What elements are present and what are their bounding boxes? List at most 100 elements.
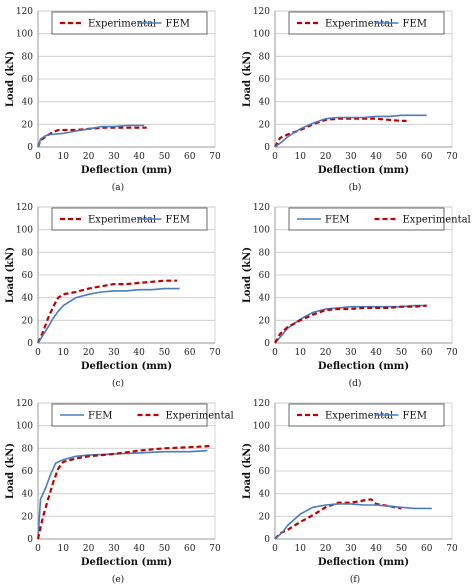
x-tick-label: 40 xyxy=(133,152,145,162)
x-tick-label: 20 xyxy=(320,544,332,554)
chart-panel-f: 0 20 40 60 80 100 120 0 10 20 30 40 50 60 70 Deflection… xyxy=(237,392,474,588)
chart-svg: 0 20 40 60 80 100 120 0 10 20 30 40 50 60 70 Deflection… xyxy=(5,7,221,193)
series-line-experimental xyxy=(274,498,402,540)
legend-label: FEM xyxy=(403,411,427,422)
series-line-experimental xyxy=(274,117,407,148)
x-axis-title: Deflection (mm) xyxy=(318,165,409,176)
x-tick-label: 0 xyxy=(272,544,278,554)
x-tick-label: 0 xyxy=(272,348,278,358)
x-tick-label: 60 xyxy=(184,544,196,554)
y-tick-label: 60 xyxy=(259,271,271,281)
y-tick-label: 20 xyxy=(22,316,34,326)
y-tick-label: 100 xyxy=(16,422,33,432)
y-tick-label: 40 xyxy=(22,98,34,108)
y-tick-label: 120 xyxy=(253,399,270,409)
x-tick-label: 40 xyxy=(133,348,145,358)
x-tick-label: 70 xyxy=(209,152,221,162)
legend-label: Experimental xyxy=(403,215,471,226)
chart-svg: 0 20 40 60 80 100 120 0 10 20 30 40 50 60 70 Deflection… xyxy=(242,203,471,389)
legend xyxy=(288,11,445,35)
y-tick-label: 0 xyxy=(264,535,270,545)
y-tick-label: 20 xyxy=(22,120,34,130)
legend xyxy=(51,403,208,427)
y-tick-label: 60 xyxy=(22,75,34,85)
series-line-experimental xyxy=(274,304,427,344)
x-tick-label: 50 xyxy=(159,544,171,554)
x-tick-label: 70 xyxy=(209,544,221,554)
legend-label: FEM xyxy=(166,19,190,30)
y-tick-label: 80 xyxy=(22,248,34,258)
y-tick-label: 40 xyxy=(259,98,271,108)
legend xyxy=(51,207,208,231)
x-tick-label: 70 xyxy=(446,544,458,554)
chart-panel-d: 0 20 40 60 80 100 120 0 10 20 30 40 50 60 70 Deflection… xyxy=(237,196,474,392)
x-tick-label: 70 xyxy=(209,348,221,358)
x-tick-label: 60 xyxy=(184,348,196,358)
x-tick-label: 30 xyxy=(108,152,120,162)
legend-label: Experimental xyxy=(88,19,156,30)
y-tick-label: 120 xyxy=(253,7,270,17)
y-axis-title: Load (kN) xyxy=(5,51,16,107)
y-tick-label: 120 xyxy=(16,203,33,213)
x-axis-title: Deflection (mm) xyxy=(81,361,172,372)
series-line-fem xyxy=(37,124,145,148)
series-line-fem xyxy=(274,304,427,344)
x-tick-label: 10 xyxy=(58,544,70,554)
x-tick-label: 50 xyxy=(159,152,171,162)
legend-label: FEM xyxy=(403,19,427,30)
series-line-fem xyxy=(274,503,432,540)
x-tick-label: 30 xyxy=(345,544,357,554)
y-axis-title: Load (kN) xyxy=(242,51,253,107)
y-tick-label: 60 xyxy=(259,467,271,477)
y-tick-label: 20 xyxy=(259,316,271,326)
x-tick-label: 0 xyxy=(35,152,41,162)
x-tick-label: 0 xyxy=(272,152,278,162)
legend-label: FEM xyxy=(325,215,349,226)
legend-label: Experimental xyxy=(166,411,234,422)
panel-label: (b) xyxy=(349,182,362,193)
chart-svg: 0 20 40 60 80 100 120 0 10 20 30 40 50 60 70 Deflection… xyxy=(5,203,221,389)
y-tick-label: 120 xyxy=(16,399,33,409)
series-line-fem xyxy=(37,449,208,540)
x-tick-label: 40 xyxy=(370,544,382,554)
chart-panel-a: 0 20 40 60 80 100 120 0 10 20 30 40 50 60 70 Deflection… xyxy=(0,0,237,196)
y-tick-label: 120 xyxy=(253,203,270,213)
legend-label: Experimental xyxy=(88,215,156,226)
y-tick-label: 120 xyxy=(16,7,33,17)
x-tick-label: 30 xyxy=(345,152,357,162)
y-tick-label: 20 xyxy=(259,512,271,522)
y-tick-label: 0 xyxy=(27,143,33,153)
x-axis-title: Deflection (mm) xyxy=(318,361,409,372)
y-axis-title: Load (kN) xyxy=(242,247,253,303)
y-axis-title: Load (kN) xyxy=(5,247,16,303)
series-line-experimental xyxy=(36,445,210,540)
x-tick-label: 0 xyxy=(35,348,41,358)
x-tick-label: 50 xyxy=(396,152,408,162)
y-tick-label: 20 xyxy=(259,120,271,130)
x-tick-label: 50 xyxy=(159,348,171,358)
y-tick-label: 80 xyxy=(22,52,34,62)
x-tick-label: 10 xyxy=(58,152,70,162)
legend-label: FEM xyxy=(88,411,112,422)
y-tick-label: 20 xyxy=(22,512,34,522)
x-tick-label: 40 xyxy=(133,544,145,554)
panel-label: (d) xyxy=(349,378,362,389)
panel-label: (c) xyxy=(112,378,124,389)
y-tick-label: 60 xyxy=(22,271,34,281)
x-axis-title: Deflection (mm) xyxy=(81,557,172,568)
x-tick-label: 10 xyxy=(295,152,307,162)
x-tick-label: 20 xyxy=(83,152,95,162)
x-tick-label: 10 xyxy=(58,348,70,358)
panel-label: (e) xyxy=(112,574,124,585)
x-tick-label: 70 xyxy=(446,152,458,162)
y-tick-label: 80 xyxy=(259,444,271,454)
series-line-fem xyxy=(274,114,427,148)
chart-svg: 0 20 40 60 80 100 120 0 10 20 30 40 50 60 70 Deflection… xyxy=(242,399,458,585)
x-tick-label: 60 xyxy=(184,152,196,162)
x-tick-label: 20 xyxy=(320,152,332,162)
series-line-experimental xyxy=(36,126,147,148)
y-tick-label: 80 xyxy=(259,52,271,62)
y-tick-label: 60 xyxy=(259,75,271,85)
x-tick-label: 40 xyxy=(370,152,382,162)
